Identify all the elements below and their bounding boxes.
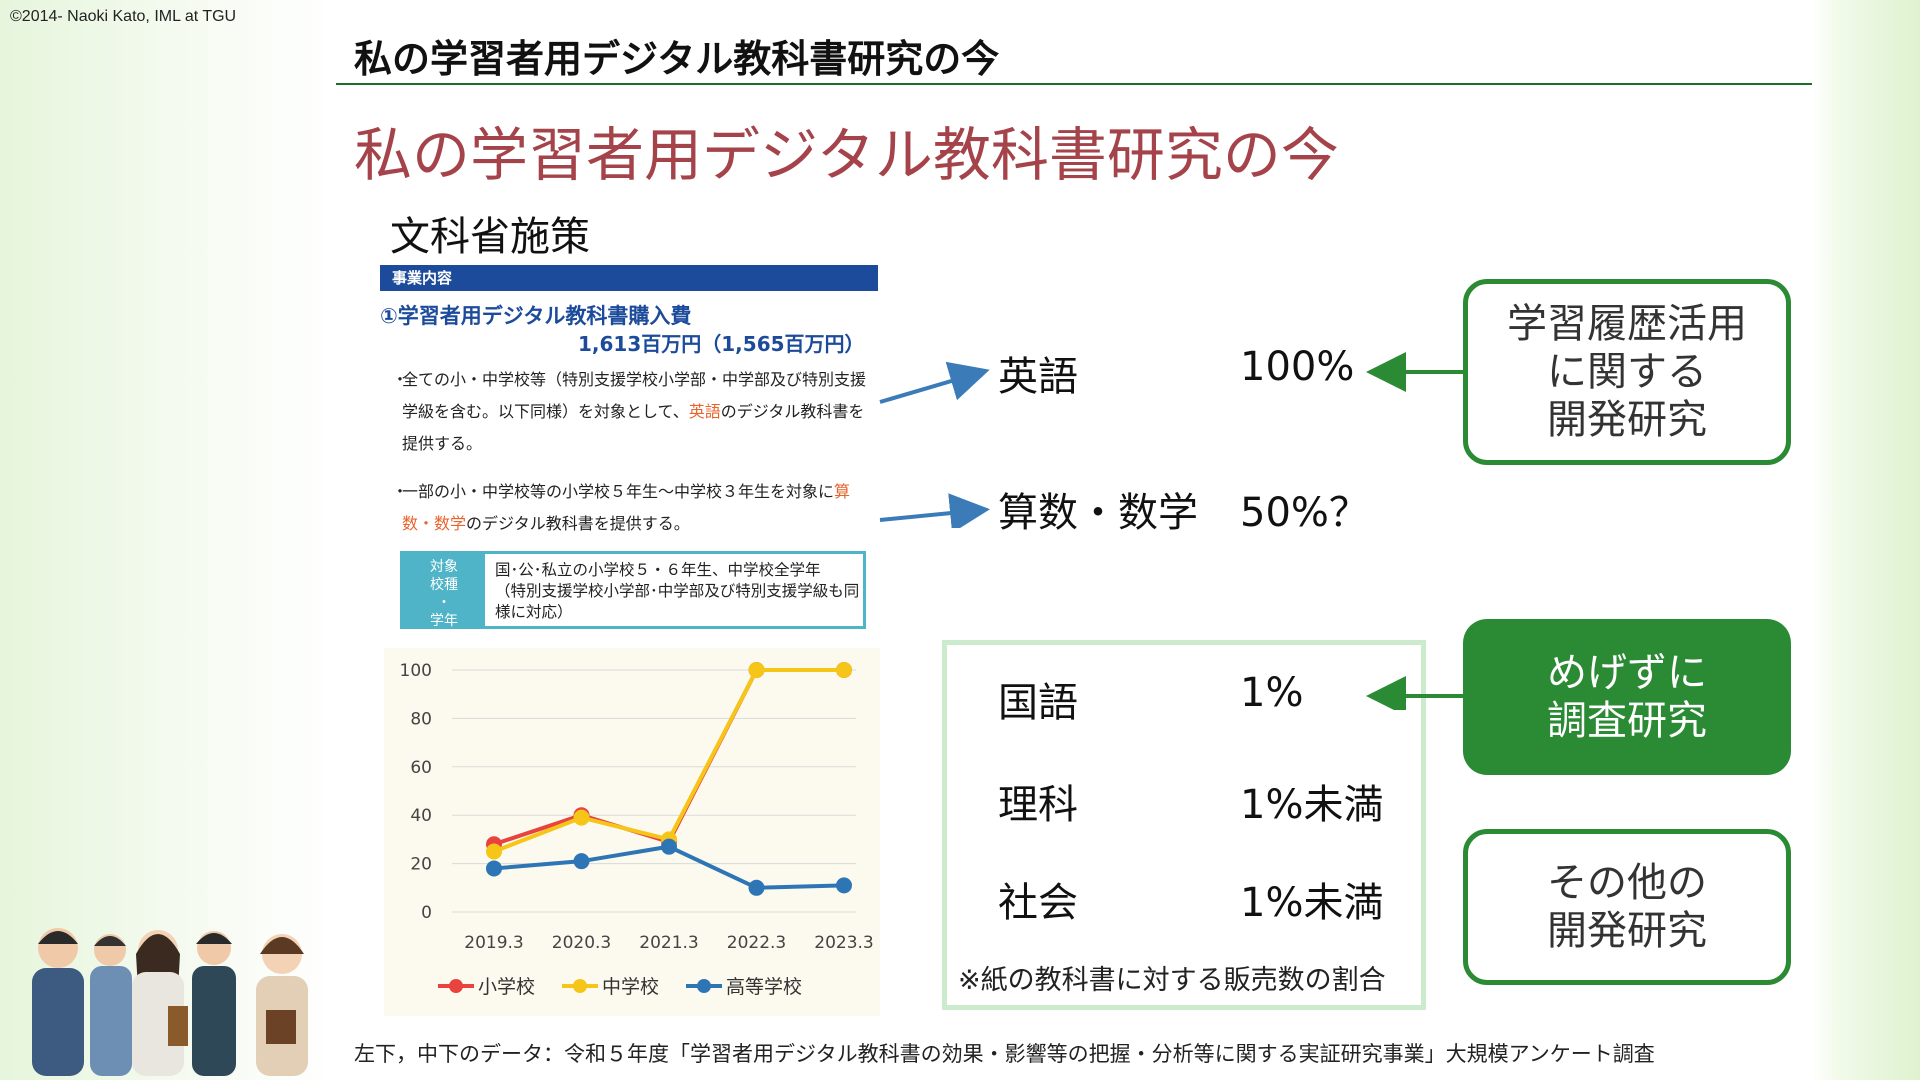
rate-social: 1%未満 (1240, 880, 1384, 926)
subject-math: 算数・数学 (998, 490, 1198, 536)
box2-text: めげずに 調査研究 (1547, 650, 1707, 744)
minor-subjects-box (942, 640, 1426, 1010)
arrow-to-english (879, 361, 990, 404)
footnote-ratio: ※紙の教科書に対する販売数の割合 (958, 965, 1386, 996)
target-text: 国･公･私立の小学校５・６年生、中学校全学年 （特別支援学校小学部･中学部及び特別… (495, 560, 861, 623)
student-figure (256, 934, 308, 1076)
students-illustration (32, 928, 308, 1076)
y-tick-label: 0 (421, 903, 432, 923)
rate-japanese: 1% (1240, 670, 1304, 716)
y-tick-label: 40 (410, 806, 432, 826)
target-school-box: 対象 校種・学年 国･公･私立の小学校５・６年生、中学校全学年 （特別支援学校小学部… (400, 551, 866, 629)
highlight-english: 英語 (688, 402, 721, 421)
legend-label: 高等学校 (726, 976, 802, 998)
student-figure (132, 930, 188, 1076)
arrow-connectors (879, 361, 990, 528)
series-line (493, 668, 844, 854)
doc-paragraph-math: ・一部の小・中学校等の小学校５年生～中学校３年生を対象に算数・数学のデジタル教科… (392, 476, 872, 540)
data-point (836, 877, 852, 894)
legend-label: 中学校 (602, 976, 659, 998)
series-line (493, 668, 844, 847)
data-point (661, 838, 677, 855)
chart-svg: 0 20 40 60 80 100 2019.3 2020.3 2021.3 2022.3 2023… (400, 661, 874, 998)
legend-swatch-dot (573, 979, 587, 993)
rate-science: 1%未満 (1240, 782, 1384, 828)
header-title: 私の学習者用デジタル教科書研究の今 (354, 37, 1000, 81)
box-other-research: その他の 開発研究 (1463, 829, 1791, 985)
section-title: 文科省施策 (390, 214, 590, 260)
doc-section-bar: 事業内容 (380, 265, 878, 291)
arrow-to-math (879, 493, 990, 528)
target-label-text: 対象 校種・学年 (430, 559, 458, 629)
data-point (836, 662, 852, 678)
data-point (573, 809, 590, 826)
budget-title: ①学習者用デジタル教科書購入費 (380, 304, 692, 328)
box3-text: その他の 開発研究 (1547, 860, 1707, 954)
bullet: ・ (392, 482, 409, 501)
target-label: 対象 校種・学年 (403, 554, 485, 629)
legend-swatch-dot (697, 979, 711, 993)
highlight-math: 算数・数学 (402, 482, 851, 533)
bullet: ・ (392, 370, 409, 389)
data-point (748, 879, 765, 896)
data-source-footer: 左下，中下のデータ：令和５年度「学習者用デジタル教科書の効果・影響等の把握・分析… (354, 1042, 1655, 1066)
para-text: のデジタル教科書を提供する。 (402, 402, 865, 453)
copyright: ©2014- Naoki Kato, IML at TGU (10, 8, 237, 25)
line-chart: 0 20 40 60 80 100 2019.3 2020.3 2021.3 2022.3 2023… (384, 648, 880, 1016)
x-tick-label: 2020.3 (552, 933, 611, 953)
x-tick-label: 2023.3 (814, 933, 873, 953)
student-figure (90, 934, 132, 1076)
box1-text: 学習履歴活用 に関する 開発研究 (1507, 301, 1747, 443)
para-text: 一部の小・中学校等の小学校５年生～中学校３年生を対象に (402, 482, 835, 501)
y-tick-label: 60 (410, 758, 432, 778)
para-text: 全ての小・中学校等（特別支援学校小学部・中学部及び特別支援学級を含む。以下同様）… (402, 370, 867, 421)
data-point (748, 662, 765, 678)
header-divider (336, 83, 1812, 85)
y-tick-label: 80 (410, 709, 432, 729)
para-text: のデジタル教科書を提供する。 (466, 514, 690, 533)
budget-amount: 1,613百万円（1,565百万円） (578, 332, 865, 356)
student-figure (32, 928, 84, 1076)
legend-label: 小学校 (478, 976, 535, 998)
student-figure (192, 931, 236, 1076)
slide-title: 私の学習者用デジタル教科書研究の今 (354, 121, 1339, 189)
doc-paragraph-english: ・全ての小・中学校等（特別支援学校小学部・中学部及び特別支援学級を含む。以下同様… (392, 364, 872, 460)
box-survey-research: めげずに 調査研究 (1463, 619, 1791, 775)
subject-science: 理科 (998, 782, 1078, 828)
x-tick-label: 2019.3 (464, 933, 523, 953)
x-tick-label: 2021.3 (639, 933, 698, 953)
y-tick-label: 100 (400, 661, 432, 681)
box-arrows (1366, 352, 1468, 710)
subject-social: 社会 (998, 880, 1078, 926)
target-text-body: 国･公･私立の小学校５・６年生、中学校全学年 （特別支援学校小学部･中学部及び特別… (495, 561, 860, 621)
subject-english: 英語 (998, 354, 1078, 400)
legend-swatch-dot (449, 979, 463, 993)
subject-japanese: 国語 (998, 680, 1078, 726)
box-learning-history-research: 学習履歴活用 に関する 開発研究 (1463, 279, 1791, 465)
rate-english: 100% (1240, 344, 1355, 390)
data-point (486, 860, 502, 877)
x-tick-label: 2022.3 (727, 933, 786, 953)
data-point (573, 853, 590, 870)
rate-math: 50%？ (1240, 490, 1369, 536)
y-tick-label: 20 (410, 855, 432, 875)
data-point (486, 843, 502, 860)
